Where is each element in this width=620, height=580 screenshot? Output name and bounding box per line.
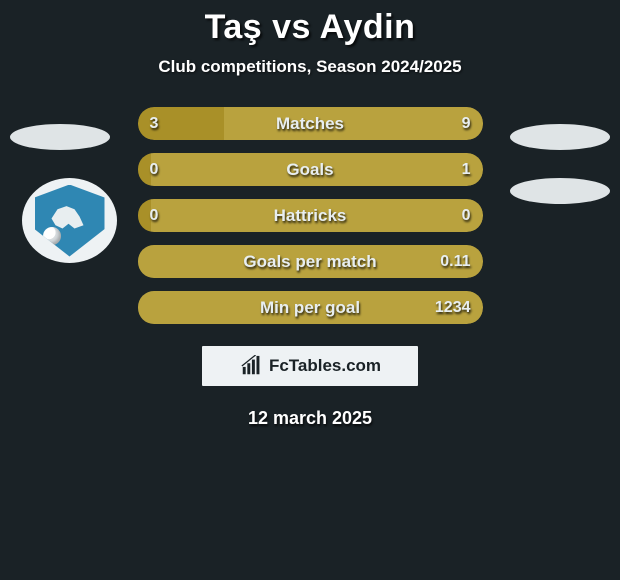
stat-row: Goals per match 0.11 bbox=[138, 245, 483, 278]
stat-value-right: 0 bbox=[462, 207, 471, 225]
stat-label: Goals bbox=[286, 160, 333, 180]
club-logo-left bbox=[22, 178, 117, 263]
branding-text: FcTables.com bbox=[269, 356, 381, 376]
branding-badge: FcTables.com bbox=[202, 346, 418, 386]
stat-value-right: 1234 bbox=[435, 299, 471, 317]
stat-label: Goals per match bbox=[243, 252, 376, 272]
stat-value-left: 0 bbox=[150, 207, 159, 225]
stat-row: Min per goal 1234 bbox=[138, 291, 483, 324]
stat-value-right: 9 bbox=[462, 115, 471, 133]
stat-label: Matches bbox=[276, 114, 344, 134]
stat-label: Min per goal bbox=[260, 298, 360, 318]
player-badge-right-2 bbox=[510, 178, 610, 204]
club-shield-icon bbox=[35, 185, 105, 257]
subtitle: Club competitions, Season 2024/2025 bbox=[0, 57, 620, 77]
player-badge-right bbox=[510, 124, 610, 150]
date-label: 12 march 2025 bbox=[0, 408, 620, 429]
stat-row: Hattricks 0 0 bbox=[138, 199, 483, 232]
stat-value-left: 3 bbox=[150, 115, 159, 133]
stat-value-right: 1 bbox=[462, 161, 471, 179]
stat-bar-right bbox=[224, 107, 483, 140]
bar-chart-icon bbox=[239, 355, 263, 377]
page-title: Taş vs Aydin bbox=[0, 8, 620, 47]
player-badge-left bbox=[10, 124, 110, 150]
stat-row: Goals 0 1 bbox=[138, 153, 483, 186]
stat-row: Matches 3 9 bbox=[138, 107, 483, 140]
stat-value-right: 0.11 bbox=[440, 253, 470, 271]
stat-value-left: 0 bbox=[150, 161, 159, 179]
stat-label: Hattricks bbox=[274, 206, 347, 226]
ball-icon bbox=[43, 227, 61, 245]
